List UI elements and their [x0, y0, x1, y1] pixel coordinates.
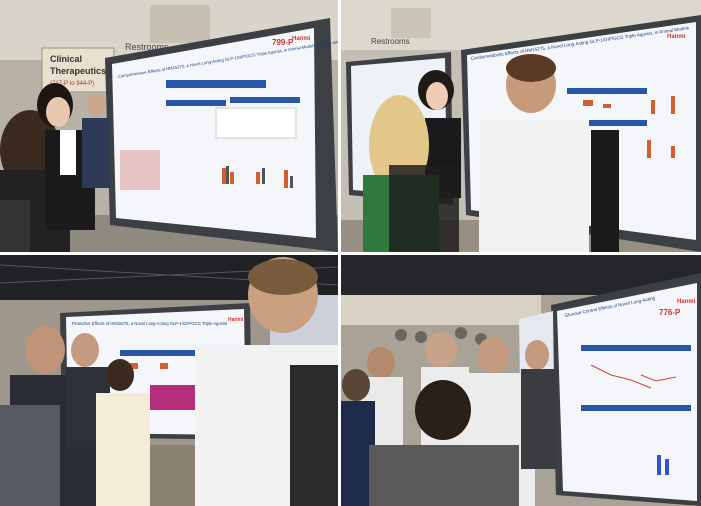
photo: Restrooms Hanmi Cardiometabolic Effects … — [341, 0, 701, 252]
sign-text: Restrooms — [371, 37, 410, 46]
poster-logo: Hanmi — [292, 36, 311, 42]
poster-number: 776-P — [659, 308, 681, 317]
poster-title: Protective Effects of HM15275, a Novel L… — [72, 321, 228, 326]
poster-number: 799-P — [272, 38, 294, 47]
photo: Hanmi Protective Effects of HM15275, a N… — [0, 255, 338, 506]
poster-logo: Hanmi — [228, 317, 244, 323]
sign-text: (717-P to 944-P) — [50, 81, 94, 87]
poster-logo: Hanmi — [667, 34, 686, 40]
poster-logo: Hanmi — [677, 299, 696, 305]
photo: 776-P Hanmi Glucose Control Effects of N… — [341, 255, 701, 506]
sign-text: Restrooms — [125, 42, 169, 52]
photo: Restrooms Clinical Therapeutics (717-P t… — [0, 0, 338, 252]
sign-text: Therapeutics — [50, 66, 106, 76]
sign-text: Clinical — [50, 54, 82, 64]
